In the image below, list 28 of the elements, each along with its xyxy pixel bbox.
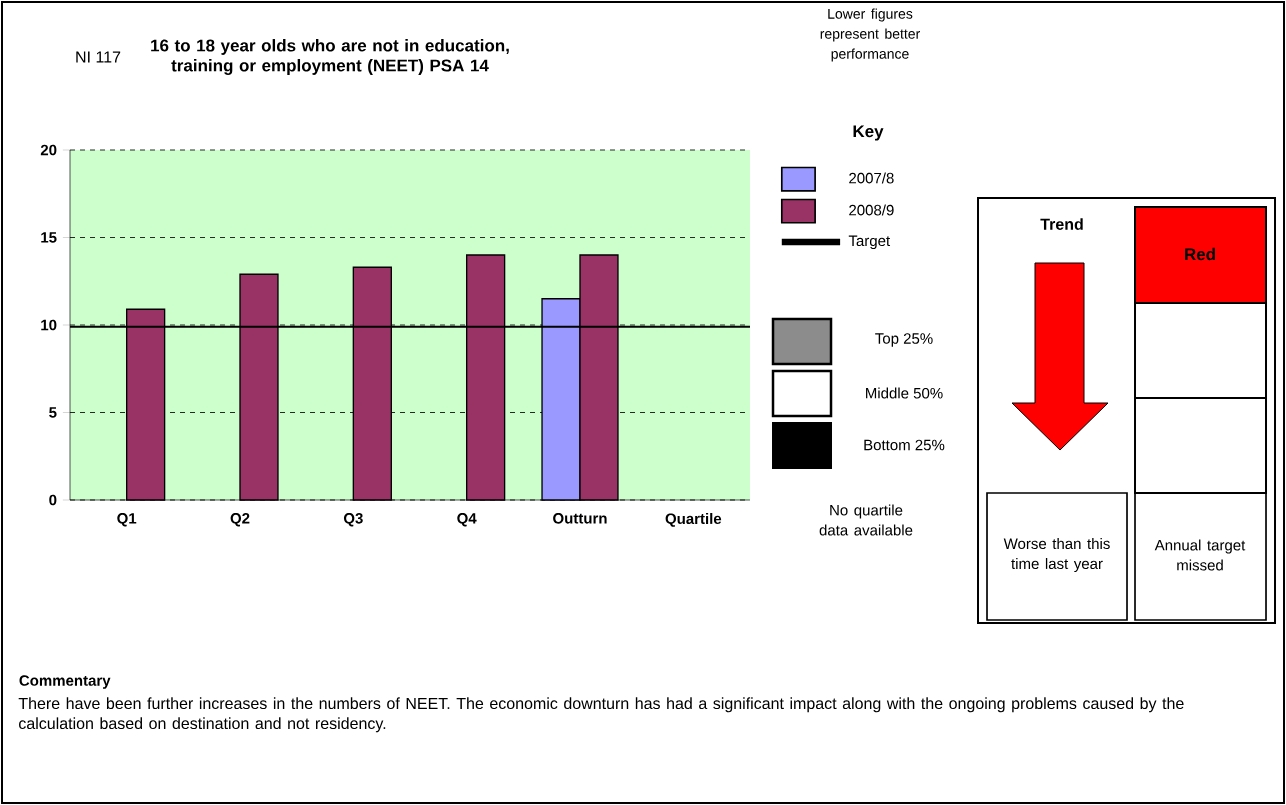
text: Annual target missed xyxy=(1154,539,1246,571)
x-tick-label: Q3 xyxy=(343,513,363,527)
text: There have been further increases in the numbers of NEET. The economic downturn has had a significant impact along with the ongoing problems caused by the calculation based on destination and not residency. xyxy=(18,697,1184,733)
x-tick-label: Q4 xyxy=(457,513,477,527)
text: Commentary xyxy=(19,675,111,689)
y-tick-label: 0 xyxy=(49,494,57,506)
legend-label: 2007/8 xyxy=(849,172,894,184)
text: Trend xyxy=(1040,218,1083,230)
x-tick-label: Q1 xyxy=(117,513,137,527)
y-tick-label: 15 xyxy=(41,232,57,243)
y-tick-label: 10 xyxy=(41,319,57,331)
text: NI 117 xyxy=(76,51,121,63)
legend-label: 2008/9 xyxy=(849,204,894,216)
text: Bottom 25% xyxy=(864,439,945,451)
text: Top 25% xyxy=(875,333,933,347)
legend-label: Target xyxy=(848,235,891,250)
text: No quartile data available xyxy=(819,504,913,536)
x-tick-label: Q2 xyxy=(230,513,250,527)
chart-title: 16 to 18 year olds who are not in education, training or employment (NEET) PSA 14 xyxy=(151,39,509,75)
text: Red xyxy=(1185,247,1215,261)
text: Worse than this time last year xyxy=(1003,538,1110,572)
text: Middle 50% xyxy=(866,387,943,399)
legend-title: Key xyxy=(853,125,884,141)
x-tick-label: Quartile xyxy=(665,513,722,527)
text: Lower figures represent better performance xyxy=(820,8,921,62)
y-tick-label: 20 xyxy=(40,144,57,156)
x-tick-label: Outturn xyxy=(553,513,607,524)
y-tick-label: 5 xyxy=(49,407,57,418)
